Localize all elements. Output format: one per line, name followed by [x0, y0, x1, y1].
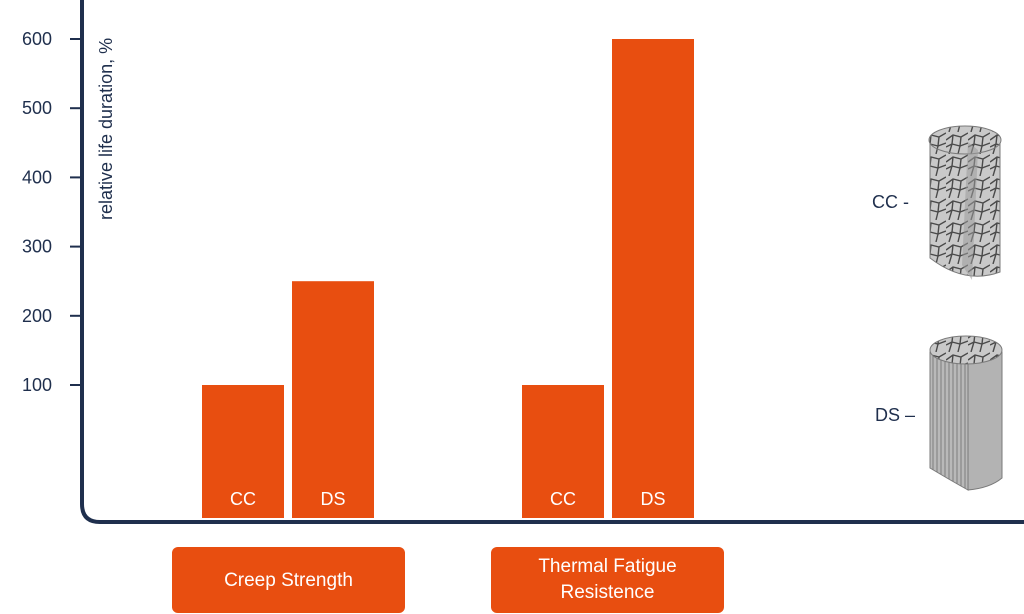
ds-legend: DS –	[875, 335, 1003, 491]
y-axis-label: relative life duration, %	[96, 38, 116, 220]
y-ticks: 100 200 300 400 500 600	[22, 29, 82, 395]
y-tick-label: 100	[22, 375, 52, 395]
cc-cylinder-illustration	[928, 125, 1002, 280]
y-tick-label: 400	[22, 167, 52, 187]
bar-label: CC	[550, 489, 576, 509]
bar	[522, 385, 604, 518]
bar	[292, 281, 374, 518]
axes	[80, 0, 1024, 524]
bar	[202, 385, 284, 518]
group-label-box	[172, 547, 405, 613]
ds-cylinder-illustration	[929, 335, 1003, 491]
group-label-text: Thermal Fatigue	[538, 556, 676, 577]
cc-legend: CC -	[872, 125, 1002, 280]
bars: CC DS CC DS	[202, 39, 694, 518]
axis-lines	[80, 0, 1024, 524]
y-tick-label: 600	[22, 29, 52, 49]
group-label-text: Resistence	[561, 582, 655, 603]
y-tick-label: 500	[22, 98, 52, 118]
bar	[612, 39, 694, 518]
y-tick-label: 300	[22, 237, 52, 257]
bar-label: DS	[320, 489, 345, 509]
group-label-text: Creep Strength	[224, 570, 353, 591]
y-tick-label: 200	[22, 306, 52, 326]
group-labels: Creep Strength Thermal Fatigue Resistence	[172, 547, 724, 613]
bar-label: DS	[640, 489, 665, 509]
ds-legend-label: DS –	[875, 405, 915, 425]
group-label-box	[491, 547, 724, 613]
cc-legend-label: CC -	[872, 192, 909, 212]
bar-label: CC	[230, 489, 256, 509]
